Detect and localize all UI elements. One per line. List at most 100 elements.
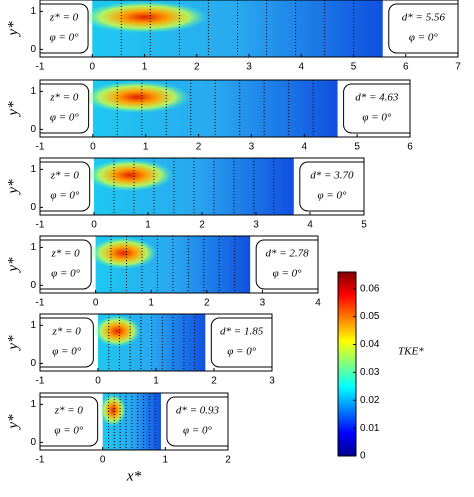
right-box bbox=[299, 161, 364, 212]
x-tick-label: 3 bbox=[249, 142, 255, 153]
x-tick-label: 4 bbox=[298, 62, 304, 73]
y-tick-label: 1 bbox=[30, 399, 36, 410]
x-tick-label: 1 bbox=[148, 298, 154, 309]
x-tick-label: 0 bbox=[90, 142, 96, 153]
right-note: d* = 4.63 bbox=[355, 92, 399, 104]
x-tick-label: -1 bbox=[36, 62, 45, 73]
x-tick-label: 1 bbox=[142, 62, 148, 73]
x-tick-label: -1 bbox=[36, 376, 45, 387]
heatmap-hotspot bbox=[100, 394, 126, 427]
axes-box bbox=[39, 235, 319, 294]
left-note: z* = 0 bbox=[54, 405, 84, 417]
left-box bbox=[40, 83, 90, 134]
left-box bbox=[40, 161, 91, 212]
colorbar-tick-label: 0.03 bbox=[360, 367, 380, 378]
panel bbox=[40, 393, 228, 450]
x-tick-label: 4 bbox=[307, 220, 313, 231]
x-tick-label: -1 bbox=[36, 142, 45, 153]
left-note: z* = 0 bbox=[49, 92, 79, 104]
right-note: φ = 0° bbox=[409, 32, 439, 44]
x-tick-label: 6 bbox=[403, 62, 409, 73]
panel bbox=[40, 314, 272, 371]
y-axis-label: y* bbox=[5, 335, 21, 352]
left-note: z* = 0 bbox=[50, 170, 80, 182]
heatmap-hotspot bbox=[93, 315, 141, 348]
y-tick-label: 0 bbox=[30, 280, 36, 291]
y-tick-label: 0 bbox=[30, 202, 36, 213]
x-tick-label: 2 bbox=[194, 62, 200, 73]
colorbar-tick-label: 0 bbox=[360, 451, 366, 462]
right-note: φ = 0° bbox=[183, 425, 213, 437]
right-box bbox=[210, 317, 272, 368]
right-box bbox=[166, 396, 228, 447]
x-tick-label: 3 bbox=[253, 220, 259, 231]
y-tick-label: 1 bbox=[30, 320, 36, 331]
x-tick-label: 2 bbox=[204, 298, 210, 309]
x-tick-label: 1 bbox=[145, 220, 151, 231]
colorbar-tick-label: 0.02 bbox=[360, 395, 380, 406]
y-tick-label: 1 bbox=[30, 242, 36, 253]
x-tick-label: -1 bbox=[36, 455, 45, 466]
left-note: φ = 0° bbox=[54, 425, 84, 437]
x-tick-label: 1 bbox=[153, 376, 159, 387]
right-note: d* = 0.93 bbox=[176, 405, 220, 417]
y-axis-label: y* bbox=[5, 101, 21, 118]
x-tick-label: 0 bbox=[95, 376, 101, 387]
left-box bbox=[40, 3, 89, 54]
y-tick-label: 0 bbox=[30, 358, 36, 369]
right-note: φ = 0° bbox=[227, 346, 257, 358]
x-axis-label: x* bbox=[126, 468, 142, 484]
heatmap-hotspot bbox=[83, 81, 191, 114]
x-tick-label: 5 bbox=[354, 142, 360, 153]
x-tick-label: 4 bbox=[302, 142, 308, 153]
y-tick-label: 0 bbox=[30, 124, 36, 135]
left-note: z* = 0 bbox=[52, 326, 82, 338]
right-note: φ = 0° bbox=[273, 268, 303, 280]
right-note: d* = 3.70 bbox=[310, 170, 354, 182]
colorbar-tick-label: 0.01 bbox=[360, 423, 380, 434]
left-note: z* = 0 bbox=[50, 248, 80, 260]
left-note: φ = 0° bbox=[50, 190, 80, 202]
x-tick-label: 3 bbox=[269, 376, 275, 387]
left-note: z* = 0 bbox=[49, 12, 79, 24]
x-tick-label: 0 bbox=[89, 62, 95, 73]
x-tick-label: 2 bbox=[199, 220, 205, 231]
colorbar-tick-label: 0.04 bbox=[360, 339, 380, 350]
y-axis-label: y* bbox=[5, 257, 21, 274]
right-note: d* = 5.56 bbox=[402, 12, 446, 24]
x-tick-label: 3 bbox=[246, 62, 252, 73]
heatmap-hotspot bbox=[80, 1, 209, 34]
x-tick-label: 6 bbox=[407, 142, 413, 153]
heatmap-hotspot bbox=[86, 159, 174, 192]
right-note: φ = 0° bbox=[362, 112, 392, 124]
right-note: d* = 1.85 bbox=[220, 326, 264, 338]
panel bbox=[40, 158, 364, 215]
x-tick-label: 2 bbox=[196, 142, 202, 153]
left-note: φ = 0° bbox=[52, 346, 82, 358]
panel bbox=[40, 236, 318, 293]
y-axis-label: y* bbox=[5, 414, 21, 431]
right-box bbox=[343, 83, 410, 134]
y-tick-label: 1 bbox=[30, 164, 36, 175]
x-tick-label: -1 bbox=[36, 298, 45, 309]
x-tick-label: 1 bbox=[143, 142, 149, 153]
right-note: φ = 0° bbox=[317, 190, 347, 202]
colorbar-tick-label: 0.05 bbox=[360, 311, 380, 322]
y-tick-label: 0 bbox=[30, 437, 36, 448]
left-box bbox=[40, 239, 92, 290]
x-tick-label: 0 bbox=[91, 220, 97, 231]
y-tick-label: 1 bbox=[30, 86, 36, 97]
colorbar-label: TKE* bbox=[398, 346, 424, 358]
x-tick-label: 4 bbox=[315, 298, 321, 309]
right-box bbox=[255, 239, 318, 290]
right-box bbox=[388, 3, 458, 54]
panel bbox=[40, 80, 410, 137]
left-box bbox=[40, 396, 99, 447]
axes-box bbox=[39, 79, 411, 138]
y-axis-label: y* bbox=[5, 21, 21, 38]
x-tick-label: 0 bbox=[100, 455, 106, 466]
heatmap-hotspot bbox=[89, 237, 158, 270]
y-tick-label: 0 bbox=[30, 44, 36, 55]
right-note: d* = 2.78 bbox=[265, 248, 309, 260]
